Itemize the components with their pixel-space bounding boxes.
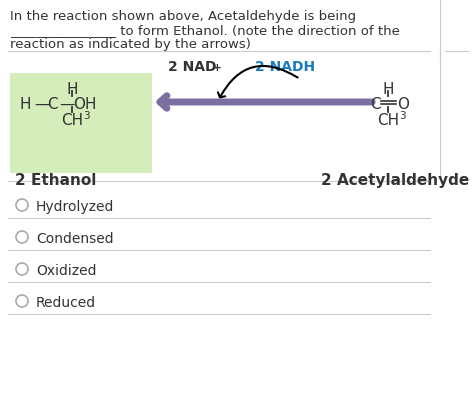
Text: Reduced: Reduced — [36, 295, 96, 309]
Text: reaction as indicated by the arrows): reaction as indicated by the arrows) — [10, 38, 251, 51]
Text: CH: CH — [377, 113, 399, 128]
Text: Hydrolyzed: Hydrolyzed — [36, 200, 114, 213]
Text: O: O — [397, 97, 409, 112]
Text: C: C — [370, 97, 381, 112]
Text: OH: OH — [73, 97, 97, 112]
Text: CH: CH — [61, 113, 83, 128]
Text: +: + — [213, 63, 222, 73]
Text: ________________ to form Ethanol. (note the direction of the: ________________ to form Ethanol. (note … — [10, 24, 400, 37]
Text: —: — — [34, 97, 49, 112]
FancyBboxPatch shape — [10, 74, 152, 173]
Text: —: — — [59, 97, 74, 112]
Text: 2 Acetylaldehyde: 2 Acetylaldehyde — [321, 173, 469, 188]
Text: Oxidized: Oxidized — [36, 263, 97, 277]
Text: In the reaction shown above, Acetaldehyde is being: In the reaction shown above, Acetaldehyd… — [10, 10, 356, 23]
Text: H: H — [20, 97, 31, 112]
Text: 3: 3 — [399, 111, 406, 121]
Text: H: H — [382, 82, 394, 97]
Text: 2 NADH: 2 NADH — [255, 60, 315, 74]
Text: 2 Ethanol: 2 Ethanol — [15, 173, 97, 188]
Text: Condensed: Condensed — [36, 231, 114, 245]
Text: 3: 3 — [83, 111, 90, 121]
Text: C: C — [47, 97, 58, 112]
Text: H: H — [66, 82, 78, 97]
Text: 2 NAD: 2 NAD — [168, 60, 217, 74]
